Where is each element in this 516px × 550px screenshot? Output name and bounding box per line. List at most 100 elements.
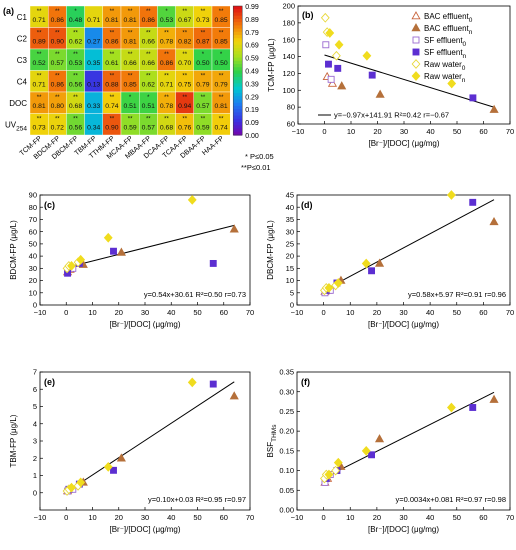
data-point bbox=[320, 12, 330, 23]
significance-mark: * bbox=[147, 95, 150, 101]
legend-entry: BAC effluentn bbox=[424, 24, 473, 36]
y-tick-label: 0.35 bbox=[279, 368, 294, 377]
significance-mark: ** bbox=[182, 95, 187, 101]
x-tick-label: 50 bbox=[193, 308, 201, 317]
x-tick-label: 40 bbox=[426, 308, 434, 317]
x-tick-label: 40 bbox=[426, 127, 434, 136]
data-point bbox=[325, 28, 335, 38]
heatmap-value: 0.85 bbox=[123, 82, 136, 89]
heatmap-value: 0.70 bbox=[178, 60, 191, 67]
significance-mark: * bbox=[165, 9, 168, 15]
x-tick-label: 70 bbox=[506, 127, 514, 136]
fit-equation: y=0.0034x+0.081 R²=0.97 r=0.98 bbox=[395, 495, 506, 504]
heatmap-value: 0.57 bbox=[51, 60, 64, 67]
data-point bbox=[361, 445, 371, 456]
y-tick-label: 0.00 bbox=[279, 506, 294, 515]
colorbar-segment bbox=[233, 15, 243, 20]
significance-mark: ** bbox=[128, 52, 133, 58]
significance-mark: ** bbox=[182, 9, 187, 15]
heatmap-value: 0.53 bbox=[160, 17, 173, 24]
heatmap-value: 0.79 bbox=[196, 82, 209, 89]
x-tick-label: 10 bbox=[88, 308, 96, 317]
x-tick-label: 50 bbox=[193, 513, 201, 522]
significance-mark: ** bbox=[55, 31, 60, 37]
data-point bbox=[110, 247, 117, 255]
data-point bbox=[110, 466, 117, 474]
heatmap-value: 0.94 bbox=[178, 103, 191, 110]
data-point bbox=[368, 451, 375, 459]
data-point bbox=[333, 457, 343, 468]
heatmap-value: 0.78 bbox=[160, 39, 173, 46]
significance-mark: ** bbox=[201, 95, 206, 101]
colorbar-segment bbox=[233, 44, 243, 49]
heatmap-value: 0.50 bbox=[214, 60, 227, 67]
x-tick-label: −10 bbox=[34, 513, 47, 522]
colorbar-segment bbox=[233, 131, 243, 136]
significance-mark: * bbox=[220, 52, 223, 58]
heatmap-value: 0.13 bbox=[87, 82, 100, 89]
y-axis-label: DBCM-FP (μg/L) bbox=[266, 220, 275, 280]
x-axis-label: [Br⁻]/[DOC] (μg/mg) bbox=[109, 525, 180, 534]
significance-mark: ** bbox=[55, 52, 60, 58]
data-point bbox=[334, 39, 344, 50]
legend-entry: Raw watern bbox=[424, 72, 466, 84]
significance-mark: ** bbox=[73, 117, 78, 123]
significance-mark: ** bbox=[37, 52, 42, 58]
colorbar-segment bbox=[233, 115, 243, 120]
x-axis-label: [Br⁻]/[DOC] (μg/mg) bbox=[109, 320, 180, 329]
heatmap-value: 0.33 bbox=[87, 103, 100, 110]
heatmap-row-label: C2 bbox=[17, 34, 28, 43]
data-point bbox=[209, 259, 217, 267]
scatter-panel-b: −10 0 10 20 30 40 50 60 70 60 80 100 120 140 160 180 200… bbox=[267, 2, 514, 148]
regression-line bbox=[323, 391, 495, 479]
colorbar-segment bbox=[233, 128, 243, 133]
significance-mark: ** bbox=[128, 31, 133, 37]
y-tick-label: 200 bbox=[282, 2, 295, 11]
y-tick-label: 4 bbox=[33, 419, 37, 428]
y-tick-label: 6 bbox=[33, 385, 37, 394]
heatmap-value: 0.66 bbox=[142, 60, 155, 67]
significance-legend-single: * P≤0.05 bbox=[245, 152, 274, 161]
panel-label: (c) bbox=[44, 200, 55, 210]
significance-mark: ** bbox=[55, 95, 60, 101]
significance-mark: ** bbox=[164, 74, 169, 80]
y-tick-label: 40 bbox=[29, 252, 37, 261]
heatmap-value: 0.68 bbox=[160, 125, 173, 132]
data-point bbox=[368, 267, 375, 275]
heatmap-value: 0.78 bbox=[160, 103, 173, 110]
x-tick-label: 30 bbox=[399, 513, 407, 522]
heatmap-value: 0.27 bbox=[87, 39, 100, 46]
significance-mark: ** bbox=[55, 9, 60, 15]
significance-mark: ** bbox=[201, 9, 206, 15]
heatmap-value: 0.66 bbox=[123, 60, 136, 67]
y-tick-label: 20 bbox=[29, 276, 37, 285]
significance-mark: ** bbox=[164, 31, 169, 37]
data-point bbox=[375, 89, 385, 98]
heatmap-value: 0.88 bbox=[105, 82, 118, 89]
heatmap-value: 0.71 bbox=[87, 17, 100, 24]
significance-mark: ** bbox=[37, 95, 42, 101]
x-tick-label: 30 bbox=[141, 513, 149, 522]
data-point bbox=[411, 71, 421, 81]
y-tick-label: 15 bbox=[286, 264, 294, 273]
panel-label: (e) bbox=[44, 377, 55, 387]
heatmap-value: 0.72 bbox=[51, 125, 64, 132]
x-tick-label: −10 bbox=[291, 513, 304, 522]
x-tick-label: 20 bbox=[115, 513, 123, 522]
y-tick-label: 80 bbox=[29, 203, 37, 212]
regression-line bbox=[66, 224, 235, 269]
heatmap-value: 0.71 bbox=[160, 82, 173, 89]
colorbar-segment bbox=[233, 22, 243, 26]
data-point bbox=[447, 402, 456, 413]
x-tick-label: −10 bbox=[292, 127, 305, 136]
y-tick-label: 80 bbox=[287, 103, 295, 112]
data-point bbox=[327, 75, 335, 83]
significance-mark: ** bbox=[146, 9, 151, 15]
colorbar-tick-label: 0.49 bbox=[245, 69, 259, 76]
colorbar-segment bbox=[233, 80, 243, 84]
significance-mark: ** bbox=[37, 31, 42, 37]
x-tick-label: 50 bbox=[453, 308, 461, 317]
colorbar-segment bbox=[233, 105, 243, 110]
colorbar-tick-label: 0.79 bbox=[245, 30, 259, 37]
